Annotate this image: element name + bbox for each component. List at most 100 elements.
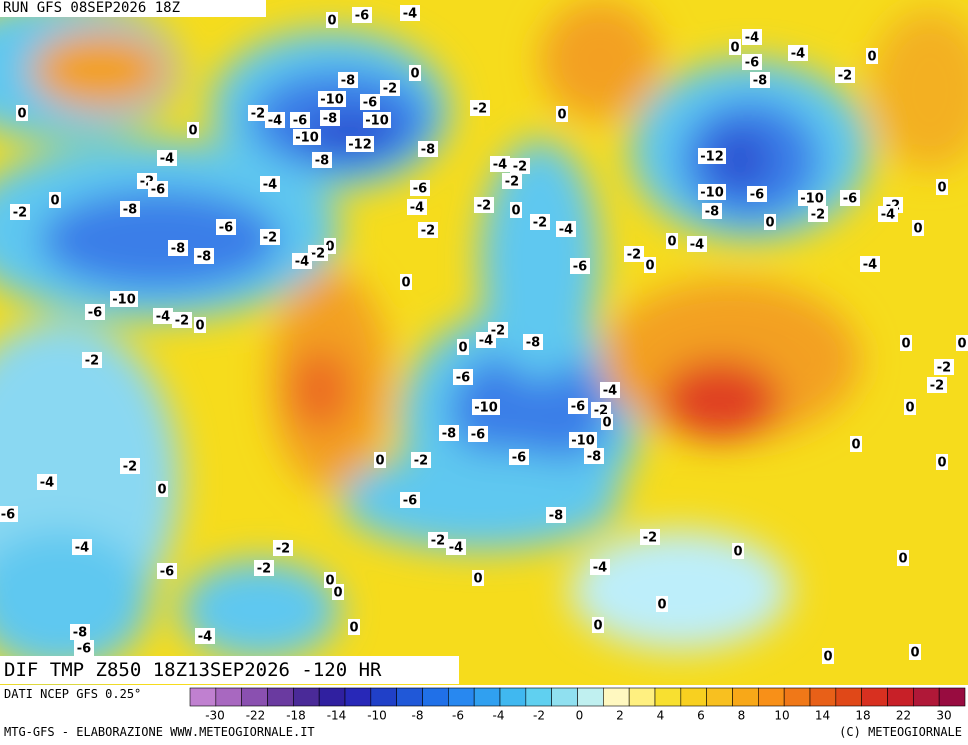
contour-label-box [380,80,400,96]
contour-label-text: 0 [823,650,832,665]
contour-label-box [110,291,138,307]
contour-label-text: -4 [479,334,493,349]
colorbar-swatch [293,687,320,707]
contour-label-box [568,398,588,414]
contour-label: -10 [798,190,826,207]
colorbar-tick-label: 30 [936,709,951,723]
contour-label-box [840,190,860,206]
contour-label: -2 [624,246,644,263]
contour-label: 0 [656,596,668,613]
field-title: DIF TMP Z850 18Z13SEP2026 -120 HR [0,656,459,684]
contour-label-text: 0 [733,545,742,560]
contour-label: -4 [476,332,496,349]
contour-label-box [472,570,484,586]
contour-label-text: -4 [791,47,805,62]
contour-label: -4 [590,559,610,576]
contour-label: -2 [470,100,490,117]
contour-label-box [16,105,28,121]
colorbar-tick-label: -6 [452,709,464,723]
colorbar-swatch [422,687,449,707]
contour-label-box [374,452,386,468]
contour-label: -2 [254,560,274,577]
contour-label: -2 [927,377,947,394]
contour-label: 0 [644,257,656,274]
contour-label-text: -12 [348,138,372,153]
contour-label-text: 0 [910,646,919,661]
contour-label: -10 [110,291,138,308]
colorbar-swatch [267,687,294,707]
contour-label-text: -2 [123,460,137,475]
contour-label-text: 0 [511,204,520,219]
contour-label-box [120,201,140,217]
contour-label-box [348,619,360,635]
contour-label-box [85,304,105,320]
contour-label-text: -4 [559,223,573,238]
contour-label-box [569,432,597,448]
contour-label-text: -4 [156,310,170,325]
contour-label-text: -2 [311,247,325,262]
contour-label: -10 [318,91,346,108]
run-title: RUN GFS 08SEP2026 18Z [0,0,266,17]
contour-label-box [698,148,726,164]
contour-label-text: -4 [40,476,54,491]
contour-label: 0 [457,339,469,356]
contour-label: -4 [687,236,707,253]
contour-label: -4 [153,308,173,325]
contour-label: -6 [840,190,860,207]
contour-label-box [510,202,522,218]
contour-label-text: -8 [421,143,435,158]
colorbar-swatch [473,687,501,707]
contour-label-text: -6 [413,182,427,197]
contour-label-box [411,452,431,468]
contour-label-text: 0 [905,401,914,416]
contour-label: 0 [666,233,678,250]
contour-label-text: -2 [811,208,825,223]
contour-label-box [556,106,568,122]
contour-label-text: -8 [123,203,137,218]
contour-label-text: -2 [473,102,487,117]
contour-label: 0 [936,454,948,471]
contour-label: 0 [472,570,484,587]
contour-label-text: -2 [276,542,290,557]
contour-label-text: -4 [881,208,895,223]
contour-label-text: 0 [375,454,384,469]
contour-label-box [187,122,199,138]
contour-label-text: 0 [765,216,774,231]
contour-label-text: -2 [414,454,428,469]
contour-label-box [934,359,954,375]
contour-label: -8 [584,448,604,465]
contour-label: -6 [568,398,588,415]
colorbar-swatch [370,687,397,707]
contour-label-text: -6 [219,221,233,236]
contour-label-text: -6 [403,494,417,509]
contour-label-box [747,186,767,202]
contour-label-text: -4 [263,178,277,193]
contour-label-box [156,481,168,497]
contour-label: -6 [410,180,430,197]
contour-label-box [418,141,438,157]
contour-label-box [352,7,372,23]
contour-label-text: 0 [898,552,907,567]
contour-label-text: 0 [667,235,676,250]
contour-label: -4 [260,176,280,193]
contour-label: -4 [72,539,92,556]
contour-label-box [936,454,948,470]
contour-label: -4 [556,221,576,238]
contour-label: 0 [49,192,61,209]
colorbar-swatch [628,687,656,707]
contour-label: 0 [194,317,206,334]
contour-label-text: -8 [341,74,355,89]
contour-label-box [216,219,236,235]
contour-label-text: -8 [549,509,563,524]
colorbar-swatch [654,687,682,707]
contour-label-box [904,399,916,415]
colorbar-swatch [577,687,604,707]
contour-label-box [956,335,968,351]
contour-label: -10 [472,399,500,416]
contour-label-box [666,233,678,249]
contour-label: 0 [16,105,28,122]
contour-label-box [509,449,529,465]
contour-label: -8 [312,152,332,169]
contour-label: -6 [157,563,177,580]
contour-label-box [698,184,726,200]
